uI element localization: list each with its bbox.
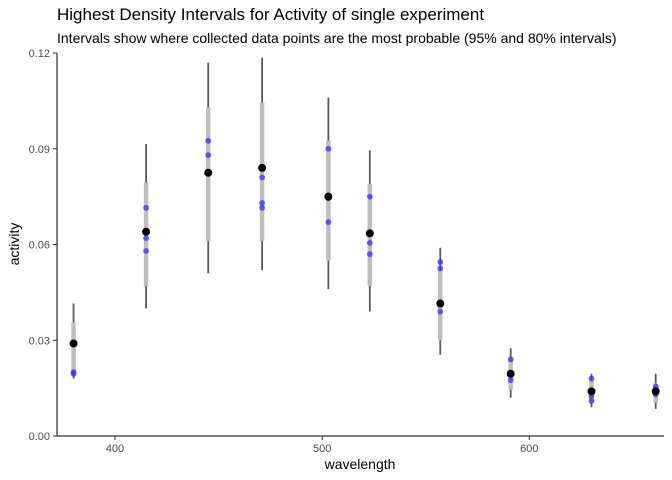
y-tick-label-1: 0.03 [29, 335, 50, 347]
data-point-6-1 [437, 265, 444, 272]
x-tick-label-0: 400 [106, 443, 124, 455]
data-point-1-0 [143, 204, 149, 211]
data-point-7-0 [507, 356, 514, 363]
data-point-0-2 [70, 369, 77, 376]
data-point-5-0 [366, 193, 373, 200]
estimate-point-0 [69, 339, 78, 348]
data-point-3-2 [259, 204, 265, 211]
data-point-6-2 [437, 308, 444, 315]
data-point-2-0 [205, 137, 212, 144]
data-point-3-1 [259, 200, 265, 206]
data-point-4-2 [325, 219, 332, 226]
estimate-point-2 [204, 168, 213, 177]
data-point-2-1 [205, 152, 212, 159]
estimate-point-5 [365, 229, 374, 238]
data-point-7-2 [507, 377, 514, 384]
axes: 400 500 600 0.00 0.03 0.06 0.09 0.12 [29, 48, 664, 455]
estimate-point-1 [142, 227, 151, 236]
data-point-4-0 [325, 145, 332, 152]
estimate-point-8 [587, 387, 596, 396]
y-tick-label-3: 0.09 [29, 144, 50, 156]
data-point-5-1 [366, 240, 373, 246]
data-point-5-2 [366, 251, 373, 257]
data-point-8-0 [588, 375, 595, 382]
data-point-1-2 [143, 247, 149, 254]
estimate-point-3 [258, 163, 267, 172]
estimate-point-9 [651, 387, 660, 396]
estimate-point-6 [436, 299, 445, 308]
plot-area [69, 57, 660, 409]
estimate-point-7 [506, 369, 515, 378]
chart-subtitle: Intervals show where collected data poin… [57, 30, 617, 46]
data-point-1-1 [143, 235, 149, 242]
y-axis-title: activity [6, 223, 22, 266]
chart-title: Highest Density Intervals for Activity o… [57, 5, 484, 24]
estimate-point-4 [324, 192, 333, 201]
x-axis-title: wavelength [324, 456, 396, 472]
y-tick-label-0: 0.00 [29, 431, 50, 443]
data-point-6-0 [437, 259, 444, 265]
x-tick-label-2: 600 [520, 443, 538, 455]
y-tick-label-2: 0.06 [29, 240, 50, 252]
data-point-8-2 [588, 397, 595, 404]
y-tick-label-4: 0.12 [29, 48, 50, 60]
x-tick-label-1: 500 [313, 443, 331, 455]
data-point-3-0 [259, 174, 265, 181]
